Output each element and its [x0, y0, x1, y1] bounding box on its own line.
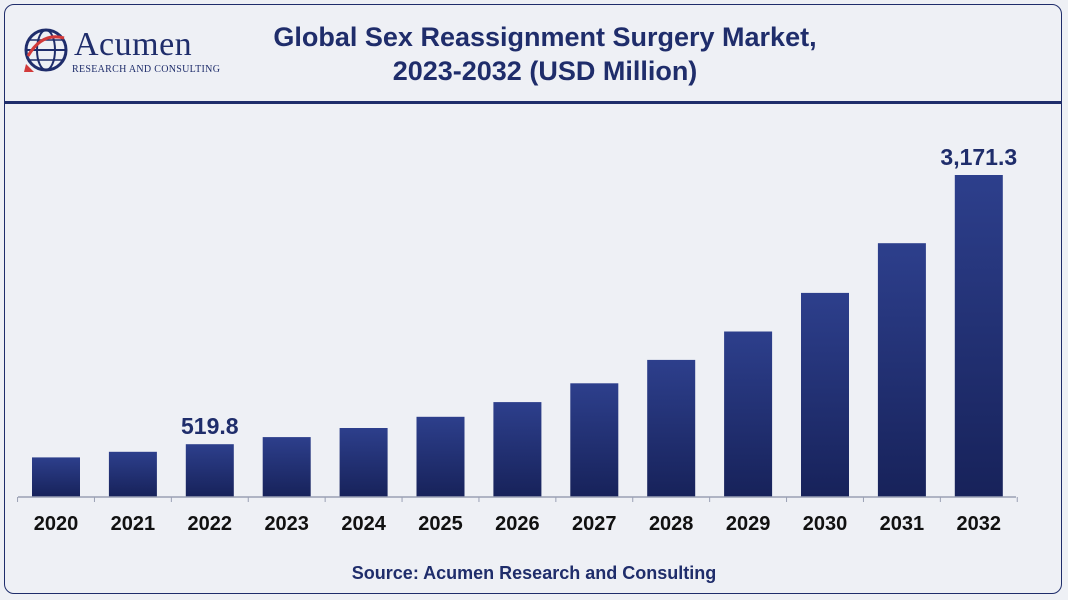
bar-2027 — [570, 383, 619, 497]
globe-icon — [24, 28, 68, 72]
logo-name: Acumen — [74, 26, 193, 63]
chart-title-line1: Global Sex Reassignment Surgery Market, — [273, 22, 817, 52]
source-note: Source: Acumen Research and Consulting — [351, 563, 717, 583]
x-tick-label-2032: 2032 — [957, 513, 1002, 535]
bar-2024 — [339, 428, 388, 497]
logo-tagline: RESEARCH AND CONSULTING — [72, 64, 221, 75]
x-tick-label-2025: 2025 — [418, 513, 463, 535]
x-tick-label-2023: 2023 — [264, 513, 309, 535]
bar-2032 — [954, 175, 1003, 497]
x-tick-label-2026: 2026 — [495, 513, 540, 535]
acumen-logo: Acumen RESEARCH AND CONSULTING — [22, 26, 232, 82]
bar-2023 — [262, 437, 311, 497]
x-tick-label-2027: 2027 — [572, 513, 617, 535]
bar-2022 — [185, 444, 234, 497]
bar-2021 — [108, 451, 157, 497]
bar-2029 — [724, 331, 773, 497]
bar-2031 — [877, 243, 926, 497]
bar-2020 — [32, 457, 80, 497]
x-tick-label-2028: 2028 — [649, 513, 694, 535]
x-tick-label-2021: 2021 — [111, 513, 156, 535]
bar-2025 — [416, 416, 465, 497]
bar-2028 — [647, 359, 696, 497]
x-tick-label-2020: 2020 — [34, 513, 79, 535]
x-tick-label-2030: 2030 — [803, 513, 848, 535]
x-tick-label-2029: 2029 — [726, 513, 771, 535]
x-tick-label-2024: 2024 — [341, 513, 386, 535]
bar-2026 — [493, 402, 542, 497]
header-divider — [4, 101, 1062, 104]
x-tick-label-2031: 2031 — [880, 513, 925, 535]
bar-2030 — [801, 292, 849, 497]
chart-title: Global Sex Reassignment Surgery Market, … — [200, 20, 890, 88]
data-label-2022: 519.8 — [181, 413, 239, 439]
data-label-2032: 3,171.3 — [940, 144, 1017, 170]
chart-title-line2: 2023-2032 (USD Million) — [392, 56, 698, 86]
x-tick-label-2022: 2022 — [188, 513, 233, 535]
